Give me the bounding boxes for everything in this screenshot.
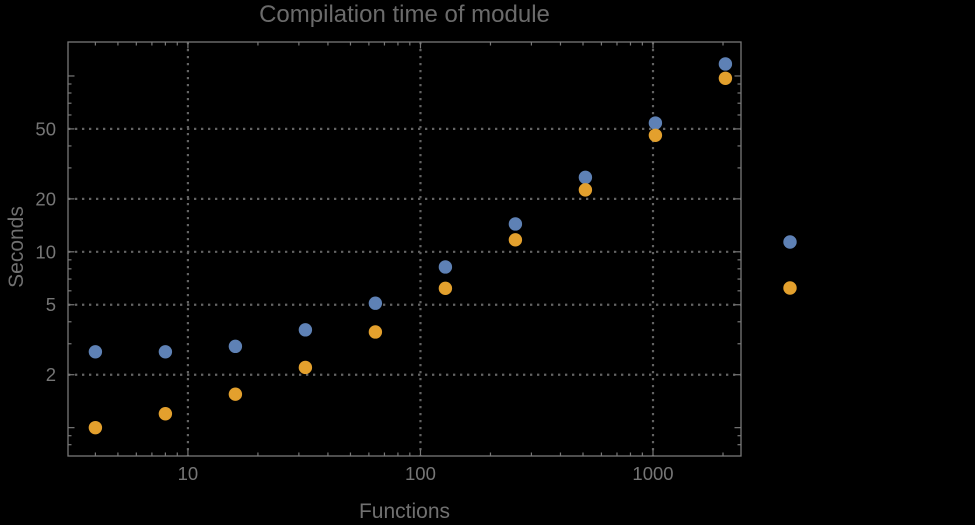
data-point	[648, 128, 663, 142]
y-tick-label: 50	[35, 118, 56, 139]
series-1-blue-points	[88, 57, 733, 359]
x-tick-label: 1000	[632, 463, 673, 484]
data-point	[718, 71, 733, 85]
y-tick-label: 2	[46, 364, 56, 385]
y-tick-label: 10	[35, 241, 56, 262]
series-2-orange-points	[88, 71, 733, 435]
data-point	[578, 170, 593, 185]
data-point	[438, 281, 453, 296]
tick-labels: 10 100 1000 2 5 10 20 50	[35, 118, 673, 484]
data-point	[578, 183, 593, 197]
data-point	[368, 325, 383, 339]
x-tick-label: 100	[405, 463, 436, 484]
data-point	[158, 345, 173, 359]
chart-title: Compilation time of module	[259, 1, 550, 28]
gridlines	[68, 42, 741, 456]
data-point	[228, 339, 243, 354]
x-tick-label: 10	[178, 463, 199, 484]
data-point	[508, 233, 523, 247]
legend-markers	[783, 235, 797, 295]
data-point	[648, 116, 663, 130]
y-tick-label: 20	[35, 188, 56, 209]
plot-frame	[67, 41, 742, 457]
legend-marker-orange	[783, 281, 797, 295]
y-tick-label: 5	[46, 294, 56, 315]
data-point	[298, 323, 313, 337]
data-point	[88, 345, 103, 359]
x-axis-label: Functions	[358, 500, 451, 523]
axis-ticks	[68, 42, 741, 456]
data-point	[718, 57, 733, 71]
data-point	[228, 387, 243, 401]
legend-marker-blue	[783, 235, 797, 249]
data-point	[368, 296, 383, 310]
data-point	[438, 260, 453, 274]
data-point	[508, 217, 523, 231]
data-point	[298, 360, 313, 375]
data-point	[88, 420, 103, 435]
data-point	[158, 407, 173, 421]
